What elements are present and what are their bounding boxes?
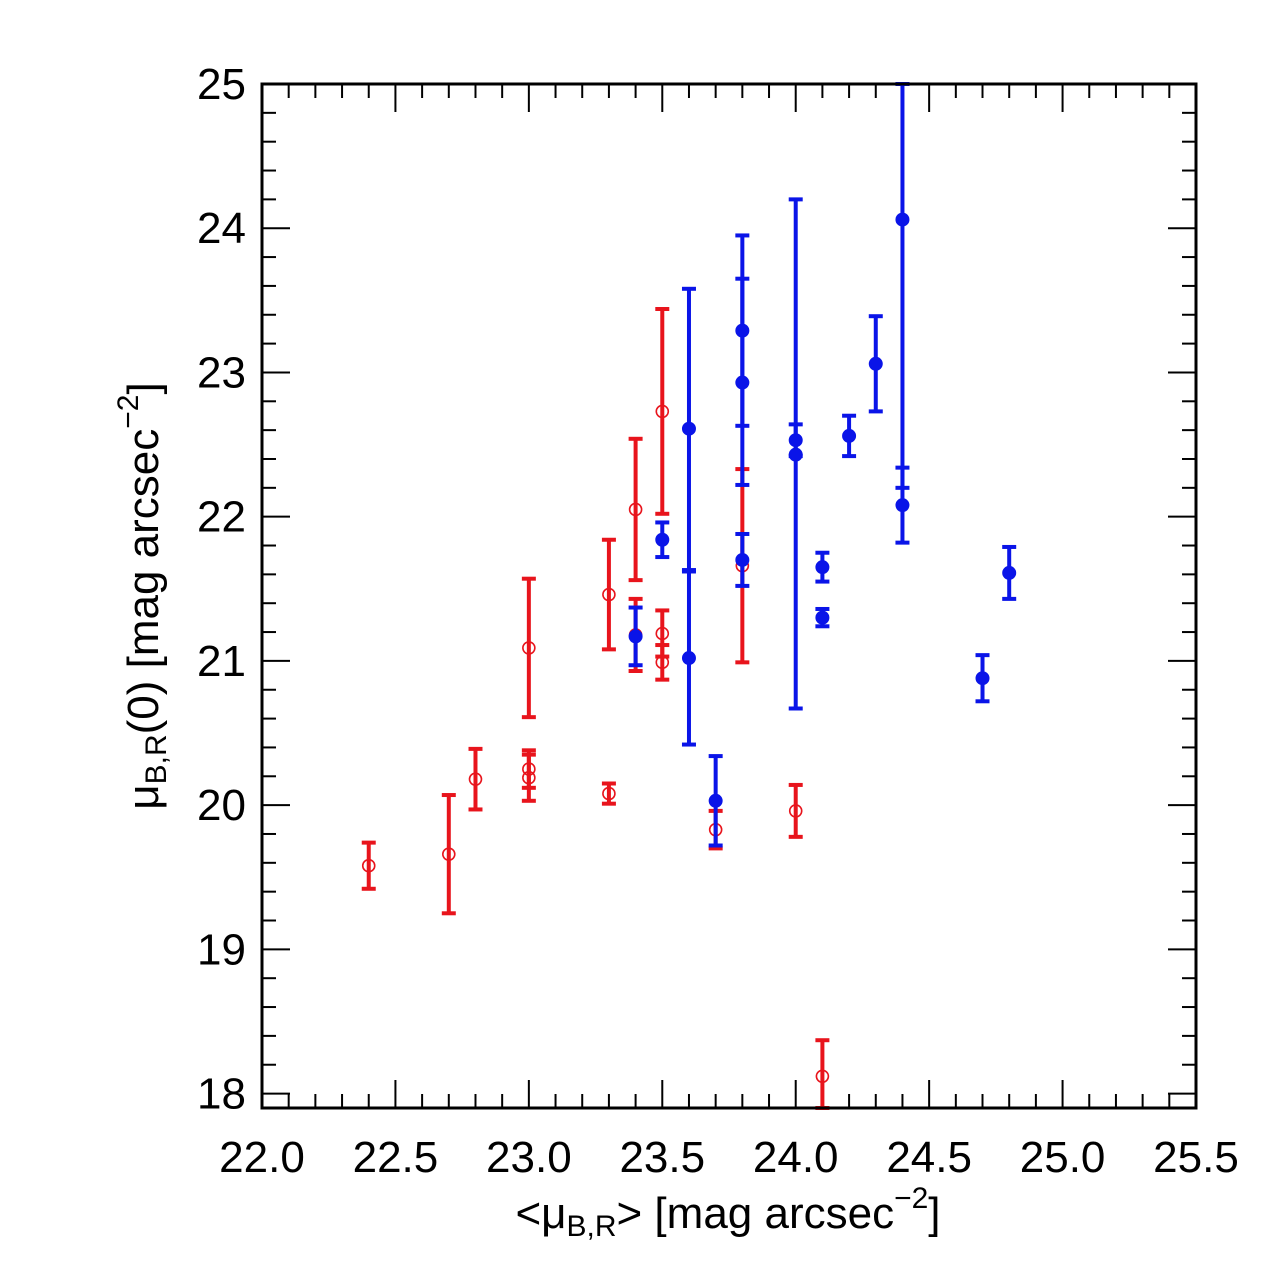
- data-point: [1002, 565, 1017, 580]
- y-tick-label: 21: [197, 637, 246, 686]
- y-tick-label: 22: [197, 493, 246, 542]
- data-point: [895, 498, 910, 513]
- tick-labels: 22.0 22.5 23.0 23.5 24.0 24.5 25.0 25.5 18 19 20 21…: [197, 60, 1239, 1182]
- data-point: [602, 587, 616, 602]
- data-point: [708, 793, 723, 808]
- y-tick-label: 23: [197, 348, 246, 397]
- plot-frame: [260, 82, 1198, 1110]
- x-tick-label: 24.0: [753, 1133, 839, 1182]
- data-point: [602, 786, 616, 801]
- data-point: [735, 552, 750, 567]
- y-axis-title-group: μB,R(0) [mag arcsec−2]: [112, 382, 173, 809]
- data-point: [868, 356, 883, 371]
- x-axis-title: <μB,R> [mag arcsec−2]: [515, 1182, 940, 1243]
- y-axis-title: μB,R(0) [mag arcsec−2]: [112, 382, 173, 809]
- data-point: [975, 671, 990, 686]
- data-point: [468, 772, 483, 786]
- data-point: [895, 212, 910, 227]
- data-point: [655, 532, 670, 547]
- data-point: [788, 447, 803, 462]
- x-tick-label: 22.5: [353, 1133, 439, 1182]
- x-tick-label: 25.0: [1020, 1133, 1106, 1182]
- data-point: [735, 375, 750, 390]
- data-point: [628, 502, 643, 517]
- y-tick-label: 24: [197, 204, 246, 253]
- y-tick-label: 25: [197, 60, 246, 109]
- y-tick-label: 20: [197, 781, 246, 830]
- data-point: [361, 858, 376, 873]
- data-point: [522, 770, 536, 785]
- x-tick-label: 23.5: [619, 1133, 705, 1182]
- data-point: [522, 641, 536, 655]
- data-point: [681, 421, 696, 436]
- x-tick-label: 22.0: [219, 1133, 305, 1182]
- data-point: [815, 560, 830, 575]
- data-point: [815, 1069, 830, 1084]
- data-point: [842, 428, 857, 443]
- data-point: [441, 847, 456, 861]
- data-point: [788, 804, 803, 818]
- data-point: [655, 655, 670, 670]
- data-point: [655, 626, 670, 641]
- y-tick-label: 18: [197, 1070, 246, 1119]
- data-series: [361, 82, 1017, 1110]
- x-tick-label: 25.5: [1153, 1133, 1239, 1182]
- x-tick-label: 24.5: [886, 1133, 972, 1182]
- data-point: [628, 629, 643, 644]
- data-point: [681, 651, 696, 666]
- axis-ticks: [261, 83, 1197, 1108]
- series-2: [628, 82, 1017, 848]
- y-tick-label: 19: [197, 925, 246, 974]
- series-1: [361, 306, 830, 1110]
- x-tick-label: 23.0: [486, 1133, 572, 1182]
- data-point: [655, 404, 670, 419]
- data-point: [815, 610, 830, 625]
